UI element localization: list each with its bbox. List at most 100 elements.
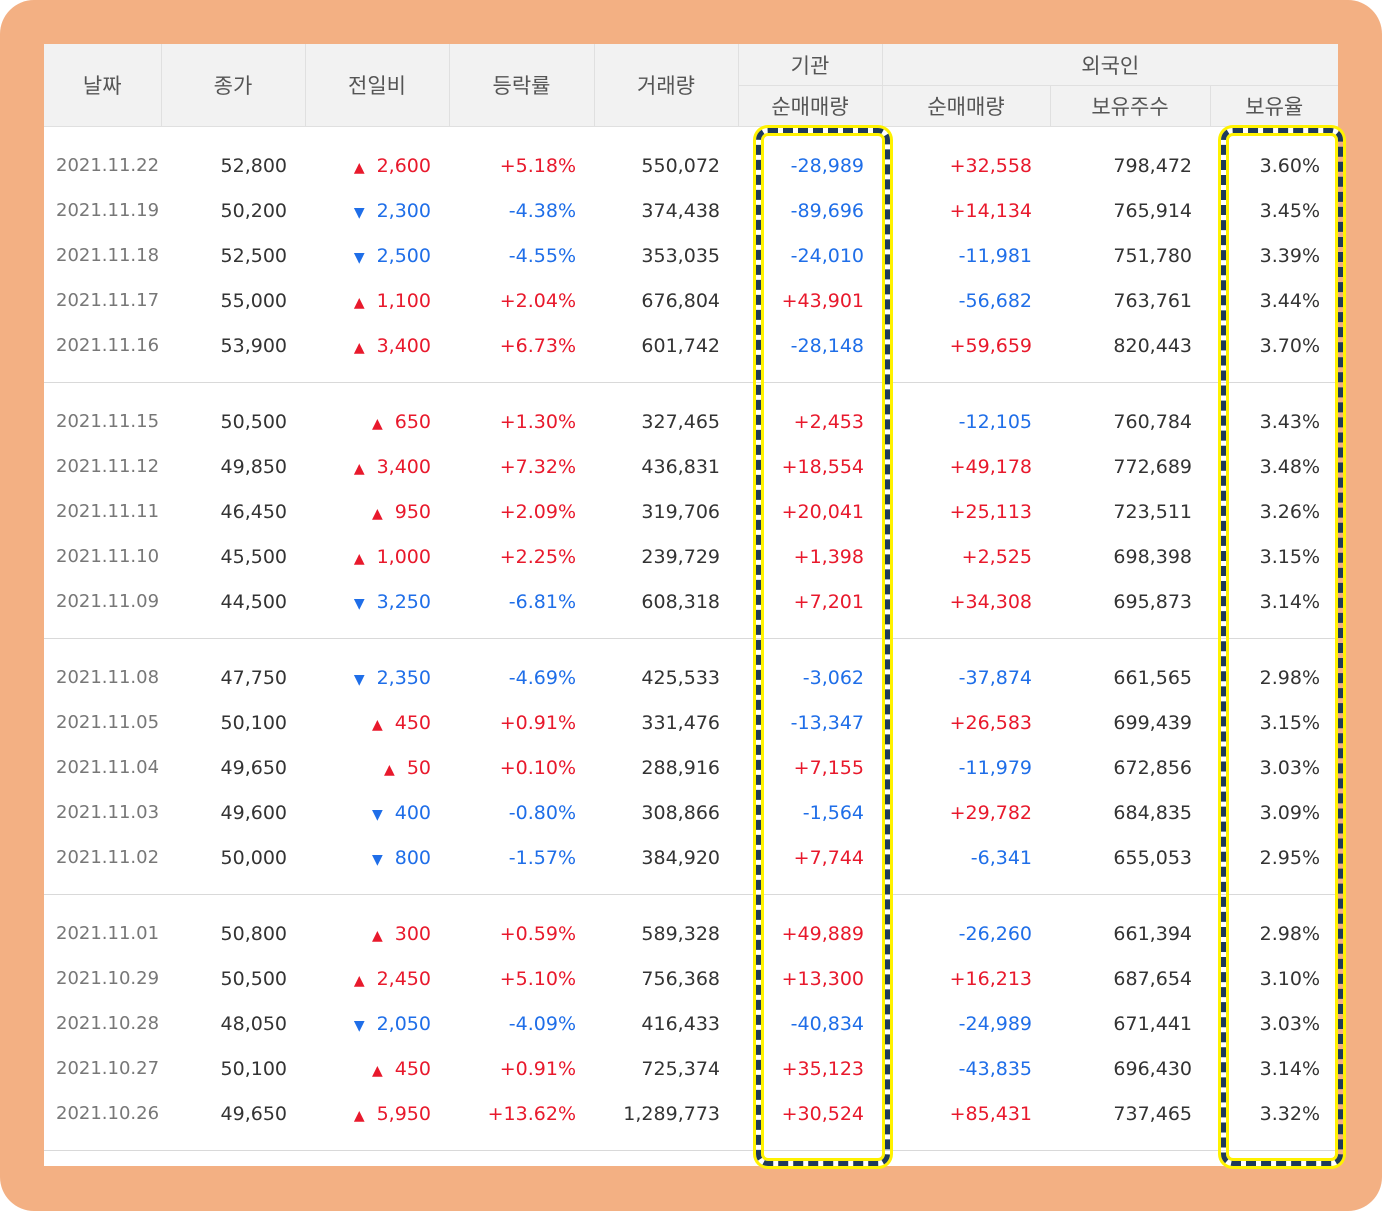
spacer-cell xyxy=(44,1136,1338,1150)
change-value: 2,450 xyxy=(376,967,431,990)
divider-cell xyxy=(44,382,1339,383)
table-row: 2021.10.29 50,500 ▲ 2,450 +5.10% 756,368 +13,3… xyxy=(44,956,1338,1001)
cell-foreign-net: -6,341 xyxy=(970,846,1032,869)
cell-rate: +5.18% xyxy=(499,154,576,177)
cell-foreign-ratio: 3.32% xyxy=(1259,1102,1321,1125)
cell-foreign-holdings: 765,914 xyxy=(1113,199,1192,222)
cell-close: 50,500 xyxy=(220,410,287,433)
change-value: 50 xyxy=(406,756,431,779)
cell-close: 52,500 xyxy=(220,244,287,267)
cell-foreign-holdings: 760,784 xyxy=(1113,410,1192,433)
table-row: 2021.11.15 50,500 ▲ 650 +1.30% 327,465 +2,453 -… xyxy=(44,399,1338,444)
cell-date: 2021.11.19 xyxy=(56,200,160,221)
cell-institution-net: +7,744 xyxy=(793,846,864,869)
table-row: 2021.11.18 52,500 ▼ 2,500 -4.55% 353,035 -24,0… xyxy=(44,233,1338,278)
cell-rate: +0.91% xyxy=(499,711,576,734)
cell-date: 2021.11.04 xyxy=(56,757,160,778)
cell-foreign-net: -12,105 xyxy=(958,410,1032,433)
cell-date: 2021.10.26 xyxy=(56,1103,160,1124)
cell-date: 2021.11.03 xyxy=(56,802,160,823)
up-triangle-icon: ▲ xyxy=(371,505,383,522)
cell-foreign-holdings: 723,511 xyxy=(1113,500,1192,523)
table-row: 2021.10.28 48,050 ▼ 2,050 -4.09% 416,433 -40,8… xyxy=(44,1001,1338,1046)
table-row: 2021.11.05 50,100 ▲ 450 +0.91% 331,476 -13,347… xyxy=(44,700,1338,745)
cell-foreign-ratio: 3.09% xyxy=(1259,801,1321,824)
cell-change: ▲ 1,100 xyxy=(305,278,449,323)
group-spacer xyxy=(44,1136,1338,1150)
cell-foreign-net: +14,134 xyxy=(949,199,1032,222)
cell-date: 2021.11.02 xyxy=(56,847,160,868)
cell-date: 2021.11.12 xyxy=(56,456,160,477)
cell-foreign-ratio: 3.60% xyxy=(1259,154,1321,177)
up-triangle-icon: ▲ xyxy=(371,927,383,944)
cell-institution-net: +30,524 xyxy=(781,1102,864,1125)
cell-rate: +2.09% xyxy=(499,500,576,523)
up-triangle-icon: ▲ xyxy=(353,550,365,567)
cell-change: ▲ 650 xyxy=(305,399,449,444)
cell-close: 49,600 xyxy=(220,801,287,824)
change-value: 1,000 xyxy=(376,545,431,568)
cell-date: 2021.11.16 xyxy=(56,335,160,356)
cell-rate: +5.10% xyxy=(499,967,576,990)
header-institution: 기관 xyxy=(738,44,883,86)
down-triangle-icon: ▼ xyxy=(353,1017,365,1034)
group-spacer xyxy=(44,880,1338,894)
cell-volume: 725,374 xyxy=(641,1057,720,1080)
cell-date: 2021.11.15 xyxy=(56,411,160,432)
group-divider xyxy=(44,894,1339,895)
header-change: 전일비 xyxy=(305,44,450,127)
cell-close: 49,650 xyxy=(220,1102,287,1125)
cell-foreign-holdings: 763,761 xyxy=(1113,289,1192,312)
cell-rate: +2.25% xyxy=(499,545,576,568)
cell-foreign-net: -24,989 xyxy=(958,1012,1032,1035)
cell-volume: 331,476 xyxy=(641,711,720,734)
cell-foreign-net: -11,981 xyxy=(958,244,1032,267)
cell-change: ▲ 450 xyxy=(305,700,449,745)
cell-foreign-net: -56,682 xyxy=(958,289,1032,312)
cell-foreign-net: +32,558 xyxy=(949,154,1032,177)
cell-rate: -1.57% xyxy=(508,846,576,869)
table-body: 2021.11.22 52,800 ▲ 2,600 +5.18% 550,072 -28,9… xyxy=(44,127,1339,1151)
cell-institution-net: +35,123 xyxy=(781,1057,864,1080)
change-value: 300 xyxy=(394,922,431,945)
table-row: 2021.11.03 49,600 ▼ 400 -0.80% 308,866 -1,564 +… xyxy=(44,790,1338,835)
table-row: 2021.10.27 50,100 ▲ 450 +0.91% 725,374 +35,123… xyxy=(44,1046,1338,1091)
cell-volume: 384,920 xyxy=(641,846,720,869)
up-triangle-icon: ▲ xyxy=(353,1107,365,1124)
cell-institution-net: -89,696 xyxy=(790,199,864,222)
cell-foreign-net: +26,583 xyxy=(949,711,1032,734)
header-foreign-net: 순매매량 xyxy=(882,85,1051,127)
cell-foreign-holdings: 772,689 xyxy=(1113,455,1192,478)
up-triangle-icon: ▲ xyxy=(353,339,365,356)
cell-date: 2021.10.27 xyxy=(56,1058,160,1079)
cell-foreign-holdings: 661,565 xyxy=(1113,666,1192,689)
cell-close: 50,100 xyxy=(220,711,287,734)
cell-rate: -4.69% xyxy=(508,666,576,689)
change-value: 2,050 xyxy=(376,1012,431,1035)
cell-change: ▲ 3,400 xyxy=(305,444,449,489)
cell-volume: 308,866 xyxy=(641,801,720,824)
cell-foreign-holdings: 698,398 xyxy=(1113,545,1192,568)
cell-change: ▲ 2,450 xyxy=(305,956,449,1001)
change-value: 950 xyxy=(394,500,431,523)
cell-institution-net: +2,453 xyxy=(793,410,864,433)
table-row: 2021.11.12 49,850 ▲ 3,400 +7.32% 436,831 +18,5… xyxy=(44,444,1338,489)
cell-rate: +1.30% xyxy=(499,410,576,433)
cell-date: 2021.11.17 xyxy=(56,290,160,311)
cell-volume: 589,328 xyxy=(641,922,720,945)
cell-foreign-net: +59,659 xyxy=(949,334,1032,357)
cell-foreign-ratio: 3.45% xyxy=(1259,199,1321,222)
cell-close: 53,900 xyxy=(220,334,287,357)
spacer-cell xyxy=(44,895,1338,911)
change-value: 2,600 xyxy=(376,154,431,177)
table-row: 2021.11.01 50,800 ▲ 300 +0.59% 589,328 +49,889… xyxy=(44,911,1338,956)
cell-foreign-net: -43,835 xyxy=(958,1057,1032,1080)
cell-close: 44,500 xyxy=(220,590,287,613)
down-triangle-icon: ▼ xyxy=(371,851,383,868)
cell-date: 2021.11.09 xyxy=(56,591,160,612)
table-row: 2021.11.19 50,200 ▼ 2,300 -4.38% 374,438 -89,6… xyxy=(44,188,1338,233)
cell-foreign-net: +2,525 xyxy=(961,545,1032,568)
cell-institution-net: +13,300 xyxy=(781,967,864,990)
change-value: 1,100 xyxy=(376,289,431,312)
group-spacer xyxy=(44,383,1338,399)
